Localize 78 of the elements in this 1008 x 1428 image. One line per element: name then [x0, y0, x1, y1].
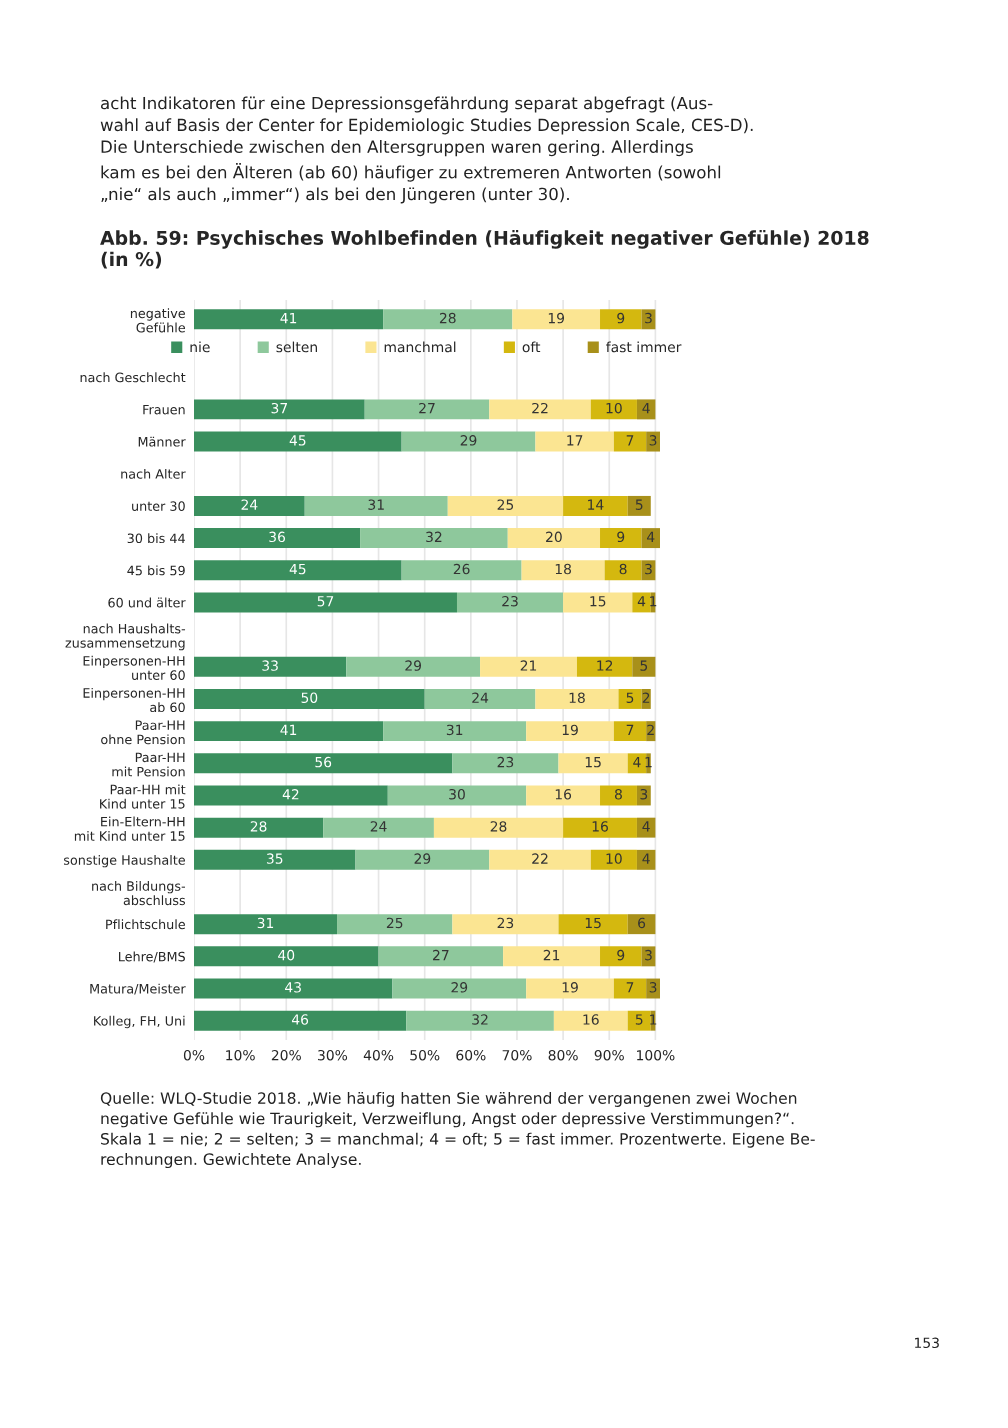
bar — [558, 914, 628, 935]
bar — [194, 817, 324, 838]
bar — [600, 946, 642, 967]
bar — [194, 978, 393, 999]
bar — [627, 753, 647, 774]
bar — [604, 560, 642, 581]
bar — [456, 592, 564, 613]
bar — [401, 431, 536, 452]
bar — [364, 399, 490, 420]
bar — [401, 560, 522, 581]
bar — [632, 592, 651, 613]
bar — [489, 399, 591, 420]
bar — [194, 914, 338, 935]
bar — [194, 592, 457, 613]
bar — [194, 656, 347, 677]
bar — [383, 721, 527, 742]
bar — [355, 849, 490, 870]
bar — [194, 495, 305, 516]
bar — [627, 914, 656, 935]
bar — [627, 1010, 651, 1031]
bar — [636, 399, 656, 420]
bar — [636, 849, 656, 870]
bar — [194, 399, 365, 420]
bar — [613, 431, 647, 452]
bar — [613, 721, 647, 742]
bar — [521, 560, 605, 581]
bar — [346, 656, 481, 677]
bar — [503, 946, 601, 967]
bar — [563, 495, 628, 516]
bar — [590, 399, 637, 420]
bar — [641, 528, 660, 549]
bar — [636, 817, 656, 838]
bar — [600, 785, 637, 806]
bar — [613, 978, 647, 999]
bar — [590, 849, 637, 870]
bar — [360, 528, 508, 549]
bar — [194, 560, 402, 581]
bar — [627, 495, 651, 516]
bar — [194, 849, 356, 870]
bar — [194, 785, 388, 806]
bar — [563, 592, 633, 613]
bar — [632, 656, 656, 677]
bar — [507, 528, 601, 549]
bar — [452, 753, 559, 774]
bar — [452, 914, 559, 935]
bar — [553, 1010, 628, 1031]
bar — [194, 688, 425, 709]
bar — [378, 946, 504, 967]
bar — [194, 431, 402, 452]
bar — [424, 688, 536, 709]
bar — [618, 688, 642, 709]
bar — [600, 528, 642, 549]
bar — [563, 817, 637, 838]
bar — [392, 978, 527, 999]
text: acht Indikatoren für eine Depressionsgefährdung separat abgefragt (Aus- wahl auf Basis der Center for Epidemiologic Studies Depression Scale, CES-D). Die Unterschiede zwischen den Altersgruppen waren gering. Allerdings kam es bei den Älteren (ab 60) häufiger zu extremeren Antworten (sowohl „nie“ als auch „immer“) als bei den Jüngeren (unter 30). — [100, 96, 753, 204]
bar — [535, 688, 619, 709]
bar — [480, 656, 577, 677]
bar — [406, 1010, 554, 1031]
bar — [194, 721, 384, 742]
bar — [558, 753, 628, 774]
bar — [433, 817, 564, 838]
chart-title: Abb. 59: Psychisches Wohlbefinden (Häufigkeit negativer Gefühle) 2018 (in %) — [100, 230, 869, 269]
bar — [646, 431, 660, 452]
bar — [526, 978, 614, 999]
bar — [535, 431, 614, 452]
bar — [194, 946, 379, 967]
bar — [337, 914, 453, 935]
bar — [526, 785, 601, 806]
bar — [194, 1010, 407, 1031]
bar — [194, 528, 361, 549]
bar — [576, 656, 633, 677]
bar — [323, 817, 434, 838]
bar — [489, 849, 591, 870]
bar — [447, 495, 564, 516]
bar — [526, 721, 614, 742]
bar — [194, 753, 453, 774]
bar — [387, 785, 527, 806]
bar — [304, 495, 448, 516]
